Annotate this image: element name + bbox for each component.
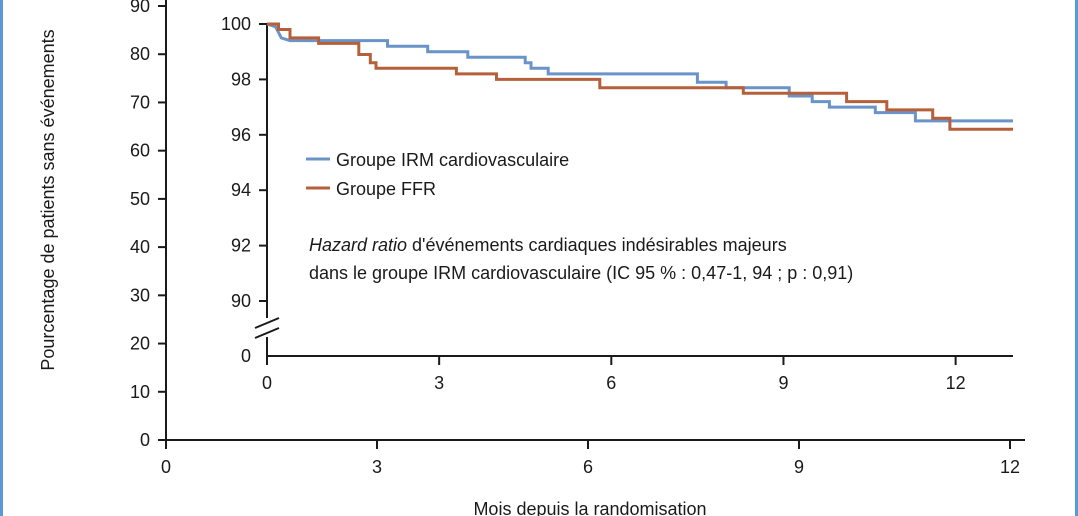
axis-break-mark-1 <box>254 317 280 329</box>
outer-x-tick-label: 3 <box>372 457 382 477</box>
inset-x-tick-label: 3 <box>434 373 444 393</box>
series-line-ffr <box>267 22 1013 131</box>
outer-y-tick-label: 40 <box>130 237 150 257</box>
outer-y-tick-label: 20 <box>130 334 150 354</box>
outer-y-tick-label: 90 <box>130 0 150 16</box>
outer-y-axis-label: Pourcentage de patients sans événements <box>38 29 58 370</box>
hazard-ratio-italic: Hazard ratio <box>309 235 407 255</box>
inset-y-tick-label: 96 <box>231 125 251 145</box>
hazard-ratio-annotation-line2: dans le groupe IRM cardiovasculaire (IC … <box>309 263 853 283</box>
series-line-irm <box>266 22 1013 123</box>
outer-x-tick-label: 12 <box>1000 457 1020 477</box>
legend-label-ffr: Groupe FFR <box>336 179 436 199</box>
outer-y-tick-label: 30 <box>130 285 150 305</box>
outer-y-tick-label: 70 <box>130 92 150 112</box>
outer-y-tick-label: 0 <box>140 430 150 450</box>
hazard-ratio-text: d'événements cardiaques indésirables maj… <box>407 235 787 255</box>
axis-break-mark-2 <box>254 327 280 339</box>
outer-x-axis-label: Mois depuis la randomisation <box>473 499 706 516</box>
inset-x-tick-label: 0 <box>262 373 272 393</box>
inset-y-tick-label: 90 <box>231 291 251 311</box>
series-group <box>266 22 1013 131</box>
inset-ticks: 0 90 92 94 96 98 100 0 3 6 9 12 <box>221 14 966 393</box>
outer-y-tick-label: 80 <box>130 44 150 64</box>
hazard-ratio-annotation-line1: Hazard ratio d'événements cardiaques ind… <box>309 235 787 255</box>
outer-x-tick-label: 9 <box>794 457 804 477</box>
legend-label-irm: Groupe IRM cardiovasculaire <box>336 150 569 170</box>
inset-y-tick-label: 0 <box>241 346 251 366</box>
inset-y-tick-label: 100 <box>221 14 251 34</box>
inset-x-tick-label: 9 <box>778 373 788 393</box>
inset-x-tick-label: 6 <box>606 373 616 393</box>
inset-y-tick-label: 98 <box>231 69 251 89</box>
outer-y-tick-label: 50 <box>130 189 150 209</box>
outer-x-tick-label: 0 <box>161 457 171 477</box>
outer-y-tick-label: 60 <box>130 141 150 161</box>
inset-y-tick-label: 92 <box>231 236 251 256</box>
legend: Groupe IRM cardiovasculaire Groupe FFR <box>306 150 569 199</box>
inset-x-tick-label: 12 <box>946 373 966 393</box>
outer-x-tick-label: 6 <box>583 457 593 477</box>
outer-y-tick-label: 10 <box>130 382 150 402</box>
inset-y-tick-label: 94 <box>231 180 251 200</box>
